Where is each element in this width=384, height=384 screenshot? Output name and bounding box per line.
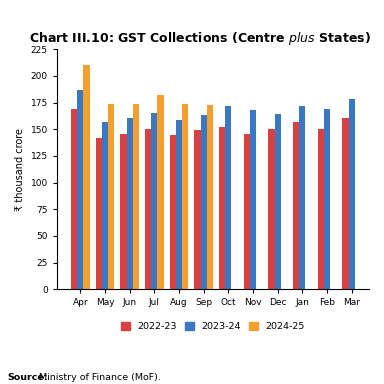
Bar (71, 109, 77, 289)
Bar (83, 65, 89, 289)
Text: Chart III.10: GST Collections (Centre $\it{plus}$ States): Chart III.10: GST Collections (Centre $\… (29, 30, 371, 47)
Bar (244, 134, 250, 289)
Bar (349, 99, 355, 289)
Bar (102, 122, 108, 289)
Text: Source:: Source: (8, 373, 48, 382)
Bar (343, 118, 349, 289)
Bar (219, 127, 225, 289)
Bar (182, 104, 188, 289)
Bar (120, 134, 127, 289)
Bar (96, 138, 102, 289)
Bar (250, 110, 256, 289)
Bar (299, 106, 305, 289)
Bar (324, 109, 330, 289)
Bar (170, 135, 176, 289)
Y-axis label: ₹ thousand crore: ₹ thousand crore (15, 128, 25, 211)
Bar (293, 122, 299, 289)
Bar (108, 104, 114, 289)
Bar (200, 116, 207, 289)
Bar (275, 114, 281, 289)
Bar (318, 129, 324, 289)
Bar (268, 129, 275, 289)
Bar (133, 104, 139, 289)
Bar (207, 105, 213, 289)
Bar (194, 130, 200, 289)
Bar (157, 95, 164, 289)
Bar (176, 120, 182, 289)
Bar (225, 106, 232, 289)
Legend: 2022-23, 2023-24, 2024-25: 2022-23, 2023-24, 2024-25 (121, 322, 305, 331)
Bar (127, 118, 133, 289)
Text: Ministry of Finance (MoF).: Ministry of Finance (MoF). (36, 373, 161, 382)
Bar (145, 129, 151, 289)
Bar (151, 113, 157, 289)
Bar (77, 90, 83, 289)
